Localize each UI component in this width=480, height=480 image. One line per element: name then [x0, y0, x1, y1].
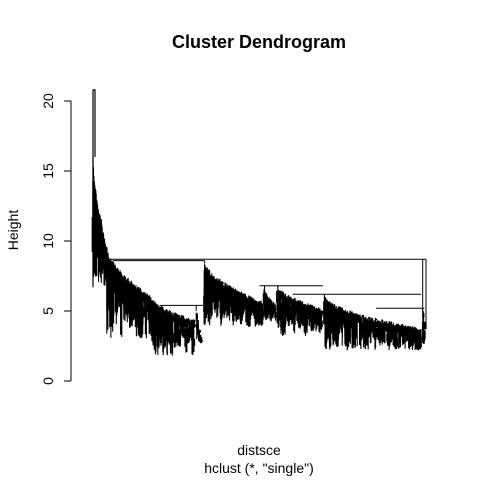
y-tick-label: 0: [40, 377, 56, 385]
cluster-branch: [148, 297, 197, 356]
root-branch: [93, 89, 96, 157]
x-axis-label: distsce: [237, 442, 281, 458]
y-tick-label: 15: [40, 163, 56, 179]
y-axis: 0 5 10 15 20: [40, 93, 72, 385]
cluster-branch: [195, 312, 204, 344]
cluster-branch: [262, 287, 277, 322]
y-axis-ticks: 0 5 10 15 20: [40, 93, 71, 385]
method-sublabel: hclust (*, "single"): [204, 460, 314, 476]
cluster-branch: [91, 155, 108, 286]
cluster-branch: [323, 296, 422, 351]
y-tick-label: 20: [40, 93, 56, 109]
y-tick-label: 10: [40, 233, 56, 249]
dendrogram-tree: [91, 89, 427, 356]
y-tick-label: 5: [40, 307, 56, 315]
cluster-branch: [203, 263, 264, 327]
chart-title: Cluster Dendrogram: [172, 32, 346, 52]
y-axis-label: Height: [5, 210, 21, 251]
